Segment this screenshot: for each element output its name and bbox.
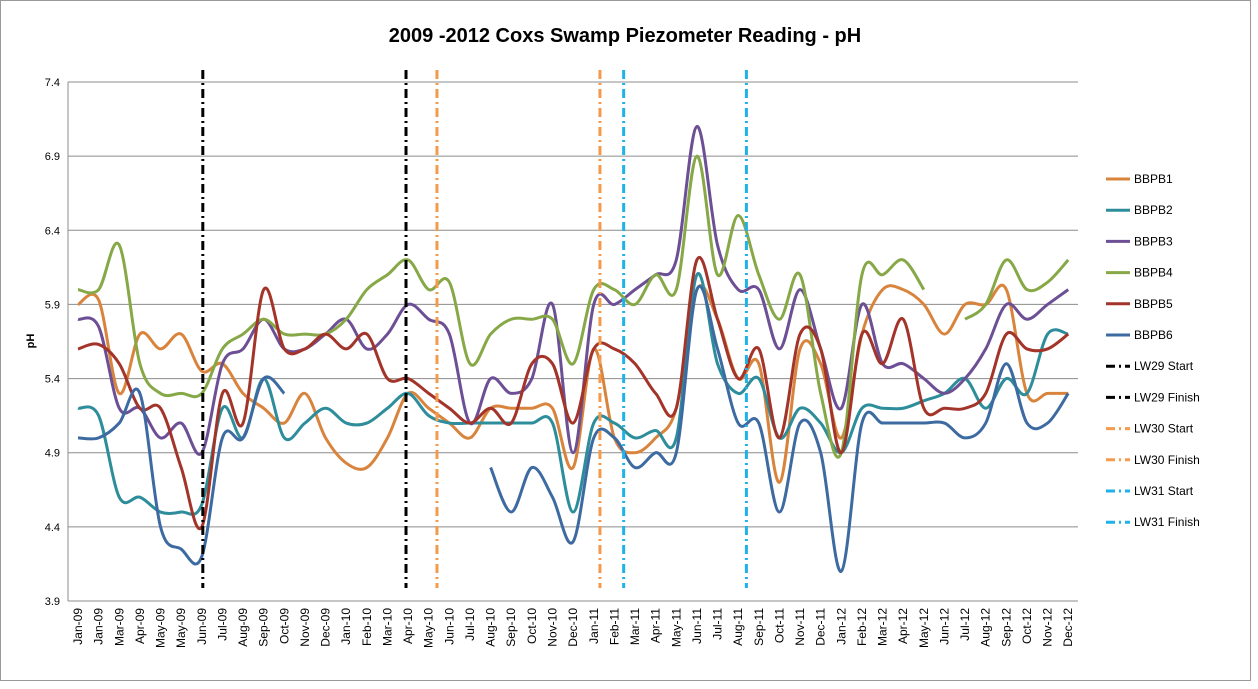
y-axis-label: pH — [25, 334, 37, 349]
series-line — [77, 154, 926, 459]
x-tick-label: Sep-10 — [504, 608, 518, 647]
x-tick-label: Oct-11 — [772, 608, 786, 643]
x-tick-label: Jun-11 — [690, 608, 704, 644]
x-tick-label: Nov-11 — [793, 608, 807, 646]
legend-label: BBPB2 — [1134, 203, 1173, 217]
legend-label: BBPB6 — [1134, 328, 1173, 342]
x-tick-label: Apr-11 — [649, 608, 663, 643]
series-line — [77, 124, 1070, 456]
legend-label: BBPB1 — [1134, 172, 1173, 186]
x-tick-label: Jan-11 — [587, 608, 601, 644]
y-tick-label: 5.9 — [45, 299, 60, 311]
x-tick-label: May-09 — [154, 608, 168, 648]
x-tick-label: Jun-09 — [195, 608, 209, 645]
legend-label: LW29 Start — [1134, 359, 1194, 373]
legend-label: BBPB5 — [1134, 297, 1173, 311]
x-tick-label: Jul-09 — [215, 608, 229, 641]
x-tick-label: Oct-12 — [1020, 608, 1034, 644]
y-tick-label: 4.4 — [45, 522, 60, 534]
x-tick-label: Jul-11 — [711, 608, 725, 640]
y-tick-label: 3.9 — [45, 596, 60, 608]
x-tick-label: Feb-11 — [607, 608, 621, 645]
x-tick-label: Dec-09 — [319, 608, 333, 647]
y-tick-label: 6.4 — [45, 225, 60, 237]
series-line — [77, 272, 1069, 516]
x-tick-label: Jul-10 — [463, 608, 477, 641]
x-tick-label: Mar-10 — [380, 608, 394, 646]
series-line — [964, 258, 1070, 321]
chart-title: 2009 -2012 Coxs Swamp Piezometer Reading… — [389, 25, 861, 47]
x-tick-label: Dec-11 — [814, 608, 828, 646]
x-tick-label: Jan-09 — [92, 608, 106, 645]
x-tick-label: Mar-12 — [876, 608, 890, 646]
x-tick-label: May-09 — [174, 608, 188, 648]
x-tick-label: May-10 — [422, 608, 436, 648]
x-tick-label: Nov-10 — [545, 608, 559, 647]
legend-label: LW29 Finish — [1134, 390, 1200, 404]
series-line — [489, 284, 1070, 573]
x-tick-label: Sep-11 — [752, 608, 766, 646]
y-tick-label: 4.9 — [45, 448, 60, 460]
y-tick-label: 6.9 — [45, 151, 60, 163]
x-tick-label: May-11 — [669, 608, 683, 647]
x-tick-label: Aug-12 — [979, 608, 993, 647]
x-tick-label: Sep-12 — [999, 608, 1013, 647]
x-tick-label: Sep-09 — [257, 608, 271, 647]
y-tick-label: 7.4 — [45, 77, 60, 89]
x-tick-label: Dec-10 — [566, 608, 580, 647]
x-tick-label: Mar-09 — [112, 608, 126, 646]
x-tick-label: Jan-09 — [71, 608, 85, 645]
x-tick-label: Dec-12 — [1061, 608, 1075, 647]
x-tick-label: Nov-12 — [1041, 608, 1055, 647]
x-tick-label: Jan-12 — [834, 608, 848, 645]
y-tick-label: 5.4 — [45, 374, 60, 386]
x-tick-label: Mar-11 — [628, 608, 642, 645]
x-tick-label: Aug-10 — [484, 608, 498, 647]
x-tick-label: Apr-12 — [896, 608, 910, 644]
x-tick-label: May-12 — [917, 608, 931, 648]
legend-label: LW30 Start — [1134, 422, 1194, 436]
series-line — [77, 375, 286, 566]
x-tick-label: Feb-10 — [360, 608, 374, 646]
x-tick-label: Jan-10 — [339, 608, 353, 645]
x-tick-label: Jun-10 — [442, 608, 456, 645]
x-tick-label: Apr-09 — [133, 608, 147, 644]
legend-label: BBPB4 — [1134, 266, 1173, 280]
legend-label: BBPB3 — [1134, 234, 1173, 248]
x-tick-label: Oct-09 — [277, 608, 291, 644]
x-tick-label: Aug-09 — [236, 608, 250, 647]
x-tick-label: Oct-10 — [525, 608, 539, 644]
x-tick-label: Aug-11 — [731, 608, 745, 646]
legend-label: LW30 Finish — [1134, 453, 1200, 467]
x-tick-label: Nov-09 — [298, 608, 312, 647]
legend-label: LW31 Start — [1134, 484, 1194, 498]
series-line — [77, 255, 1070, 531]
legend-label: LW31 Finish — [1134, 515, 1200, 529]
x-tick-label: Apr-10 — [401, 608, 415, 644]
x-tick-label: Feb-12 — [855, 608, 869, 646]
x-tick-label: Jul-12 — [958, 608, 972, 641]
x-tick-label: Jun-12 — [937, 608, 951, 645]
